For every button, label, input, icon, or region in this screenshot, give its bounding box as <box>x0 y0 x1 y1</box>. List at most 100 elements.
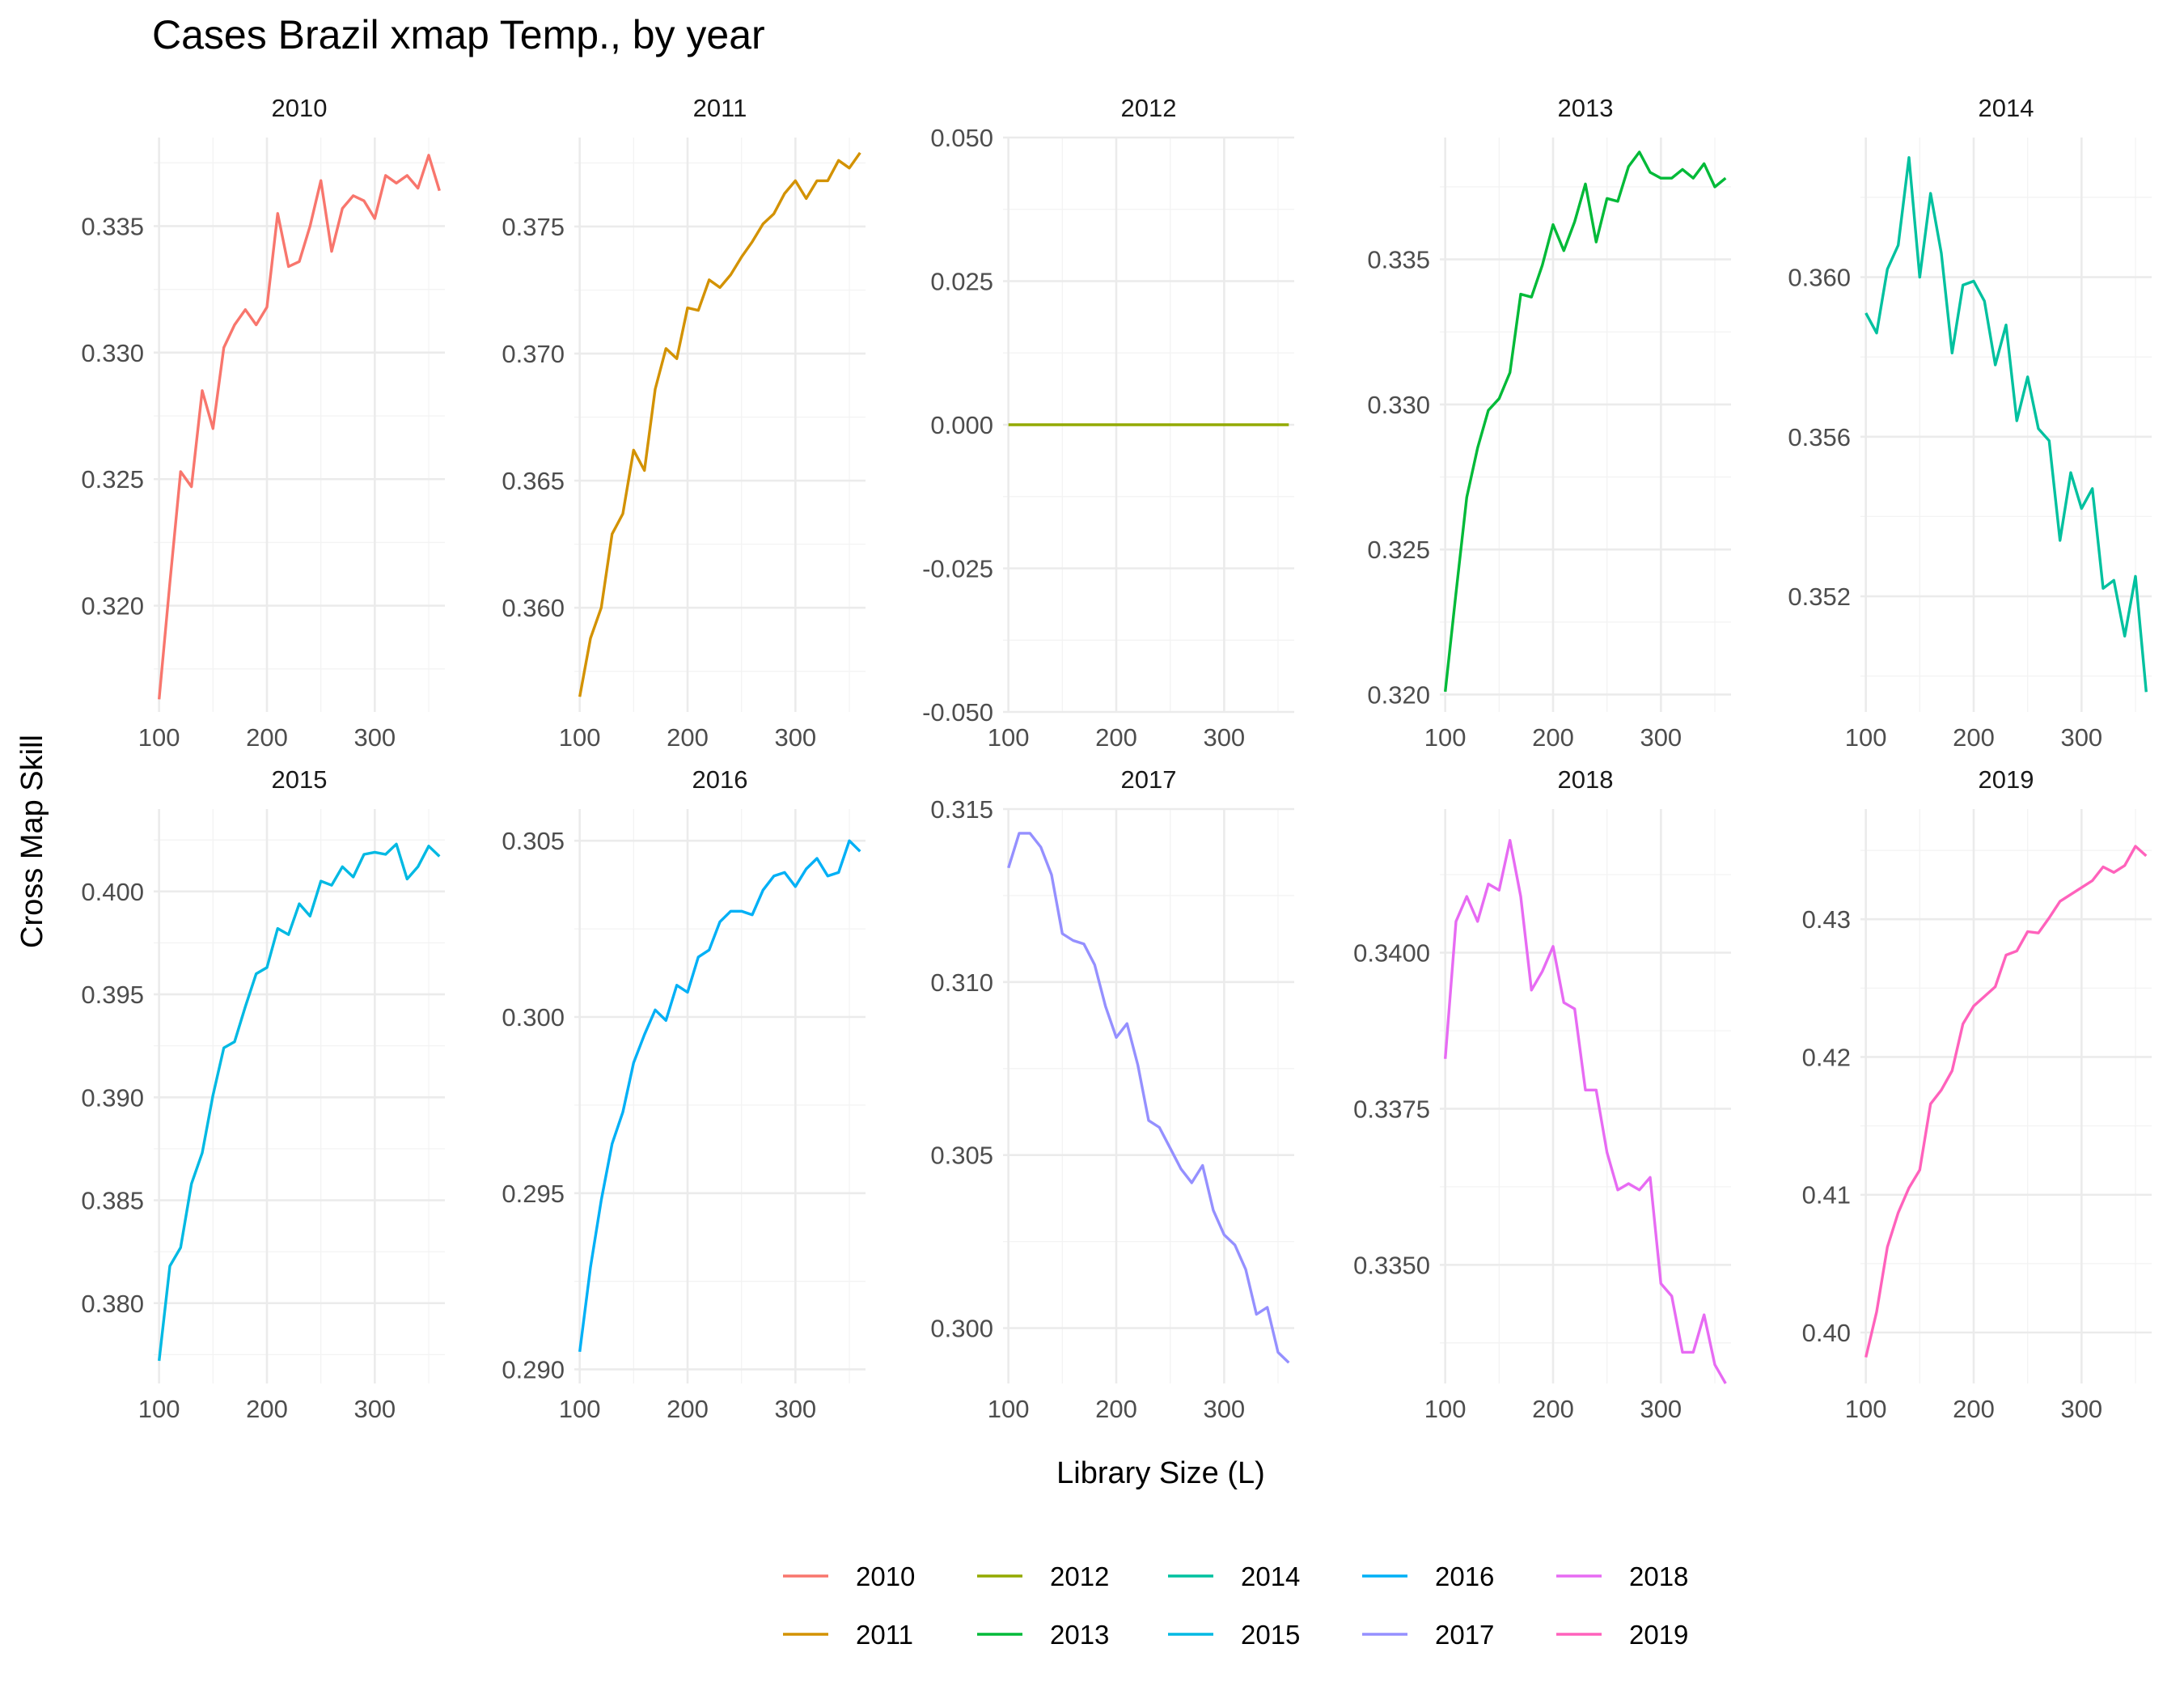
facet-label: 2015 <box>272 765 328 794</box>
legend-label: 2012 <box>1050 1561 1109 1591</box>
series-line-2016 <box>578 839 861 1353</box>
x-tick-label: 100 <box>1424 723 1467 752</box>
x-tick-label: 100 <box>559 723 601 752</box>
legend-label: 2016 <box>1435 1561 1494 1591</box>
y-tick-label: 0.300 <box>930 1315 993 1343</box>
x-tick-label: 200 <box>246 723 288 752</box>
facet-label: 2013 <box>1558 94 1614 122</box>
y-tick-label: 0.305 <box>930 1142 993 1170</box>
facet-label: 2012 <box>1121 94 1177 122</box>
y-tick-label: 0.330 <box>1367 391 1430 419</box>
legend-item-2019: 2019 <box>1556 1620 1688 1650</box>
legend-item-2015: 2015 <box>1168 1620 1300 1650</box>
y-tick-label: -0.050 <box>922 698 993 727</box>
series-line-2017 <box>1007 832 1290 1364</box>
y-tick-label: 0.400 <box>81 878 144 906</box>
legend-label: 2019 <box>1629 1620 1688 1650</box>
x-tick-label: 200 <box>1532 723 1574 752</box>
x-tick-label: 100 <box>1845 723 1887 752</box>
x-axis-label: Library Size (L) <box>1056 1456 1265 1490</box>
y-tick-label: 0.352 <box>1788 583 1851 611</box>
y-tick-label: 0.380 <box>81 1290 144 1318</box>
facet-label: 2011 <box>693 94 747 122</box>
facet-label: 2010 <box>272 94 328 122</box>
x-tick-label: 200 <box>246 1395 288 1423</box>
legend-label: 2017 <box>1435 1620 1494 1650</box>
x-tick-label: 300 <box>2060 723 2102 752</box>
x-tick-label: 100 <box>988 1395 1030 1423</box>
x-tick-label: 100 <box>138 1395 180 1423</box>
panel-2010: 2010 0.320 0.325 0.330 0.335 100 200 300 <box>81 94 445 752</box>
legend-item-2012: 2012 <box>977 1561 1109 1591</box>
x-tick-label: 200 <box>1095 723 1137 752</box>
y-tick-label: 0.320 <box>1367 680 1430 709</box>
x-tick-label: 300 <box>353 723 396 752</box>
panel-2017: 2017 0.300 0.305 0.310 0.315 100 200 300 <box>930 765 1294 1423</box>
y-axis-label: Cross Map Skill <box>15 735 49 948</box>
legend-label: 2013 <box>1050 1620 1109 1650</box>
legend-item-2014: 2014 <box>1168 1561 1300 1591</box>
legend-label: 2015 <box>1241 1620 1300 1650</box>
panel-2013: 2013 0.320 0.325 0.330 0.335 100 200 300 <box>1367 94 1731 752</box>
y-tick-label: 0.375 <box>502 213 565 241</box>
y-tick-label: 0.365 <box>502 467 565 495</box>
y-tick-label: 0.385 <box>81 1187 144 1215</box>
facet-label: 2017 <box>1121 765 1177 794</box>
x-tick-label: 300 <box>774 723 816 752</box>
chart-title: Cases Brazil xmap Temp., by year <box>152 12 765 57</box>
series-line-2015 <box>158 842 441 1362</box>
x-tick-label: 200 <box>667 1395 709 1423</box>
x-tick-label: 100 <box>559 1395 601 1423</box>
legend-item-2010: 2010 <box>783 1561 915 1591</box>
series-line-2019 <box>1864 845 2148 1358</box>
y-tick-label: 0.290 <box>502 1356 565 1384</box>
facet-label: 2014 <box>1979 94 2034 122</box>
y-tick-label: 0.000 <box>930 411 993 439</box>
y-tick-label: 0.050 <box>930 124 993 152</box>
y-tick-label: 0.3350 <box>1353 1251 1430 1279</box>
y-tick-label: 0.025 <box>930 268 993 296</box>
x-tick-label: 100 <box>1424 1395 1467 1423</box>
y-tick-label: 0.300 <box>502 1003 565 1032</box>
x-tick-label: 300 <box>1203 1395 1245 1423</box>
facet-panels: 2010 0.320 0.325 0.330 0.335 100 200 300 2011 0.3… <box>81 94 2152 1423</box>
y-tick-label: 0.356 <box>1788 423 1851 451</box>
y-tick-label: 0.295 <box>502 1180 565 1208</box>
y-tick-label: 0.390 <box>81 1083 144 1112</box>
facet-label: 2016 <box>692 765 748 794</box>
y-tick-label: 0.41 <box>1802 1181 1851 1210</box>
y-tick-label: 0.40 <box>1802 1319 1851 1347</box>
series-line-2018 <box>1444 838 1727 1384</box>
y-tick-label: 0.325 <box>1367 536 1430 564</box>
y-tick-label: 0.320 <box>81 592 144 621</box>
y-tick-label: 0.325 <box>81 465 144 494</box>
x-tick-label: 100 <box>988 723 1030 752</box>
x-tick-label: 100 <box>1845 1395 1887 1423</box>
x-tick-label: 300 <box>1640 1395 1682 1423</box>
facet-label: 2019 <box>1979 765 2034 794</box>
x-tick-label: 300 <box>1203 723 1245 752</box>
series-line-2013 <box>1444 150 1727 693</box>
y-tick-label: 0.360 <box>502 594 565 622</box>
x-tick-label: 300 <box>353 1395 396 1423</box>
y-tick-label: 0.335 <box>81 212 144 240</box>
x-tick-label: 200 <box>1532 1395 1574 1423</box>
legend-label: 2014 <box>1241 1561 1300 1591</box>
legend-label: 2010 <box>856 1561 915 1591</box>
panel-2016: 2016 0.290 0.295 0.300 0.305 100 200 300 <box>502 765 866 1423</box>
y-tick-label: 0.395 <box>81 981 144 1009</box>
legend-label: 2011 <box>856 1620 913 1650</box>
x-tick-label: 200 <box>1953 1395 1995 1423</box>
y-tick-label: 0.305 <box>502 827 565 855</box>
series-line-2011 <box>578 151 861 697</box>
y-tick-label: 0.360 <box>1788 264 1851 292</box>
y-tick-label: 0.310 <box>930 968 993 997</box>
legend-item-2016: 2016 <box>1362 1561 1494 1591</box>
legend-label: 2018 <box>1629 1561 1688 1591</box>
panel-2014: 2014 0.352 0.356 0.360 100 200 300 <box>1788 94 2152 752</box>
panel-2019: 2019 0.40 0.41 0.42 0.43 100 200 300 <box>1802 765 2152 1423</box>
y-tick-label: 0.330 <box>81 339 144 367</box>
panel-2011: 2011 0.360 0.365 0.370 0.375 100 200 300 <box>502 94 866 752</box>
legend-item-2018: 2018 <box>1556 1561 1688 1591</box>
